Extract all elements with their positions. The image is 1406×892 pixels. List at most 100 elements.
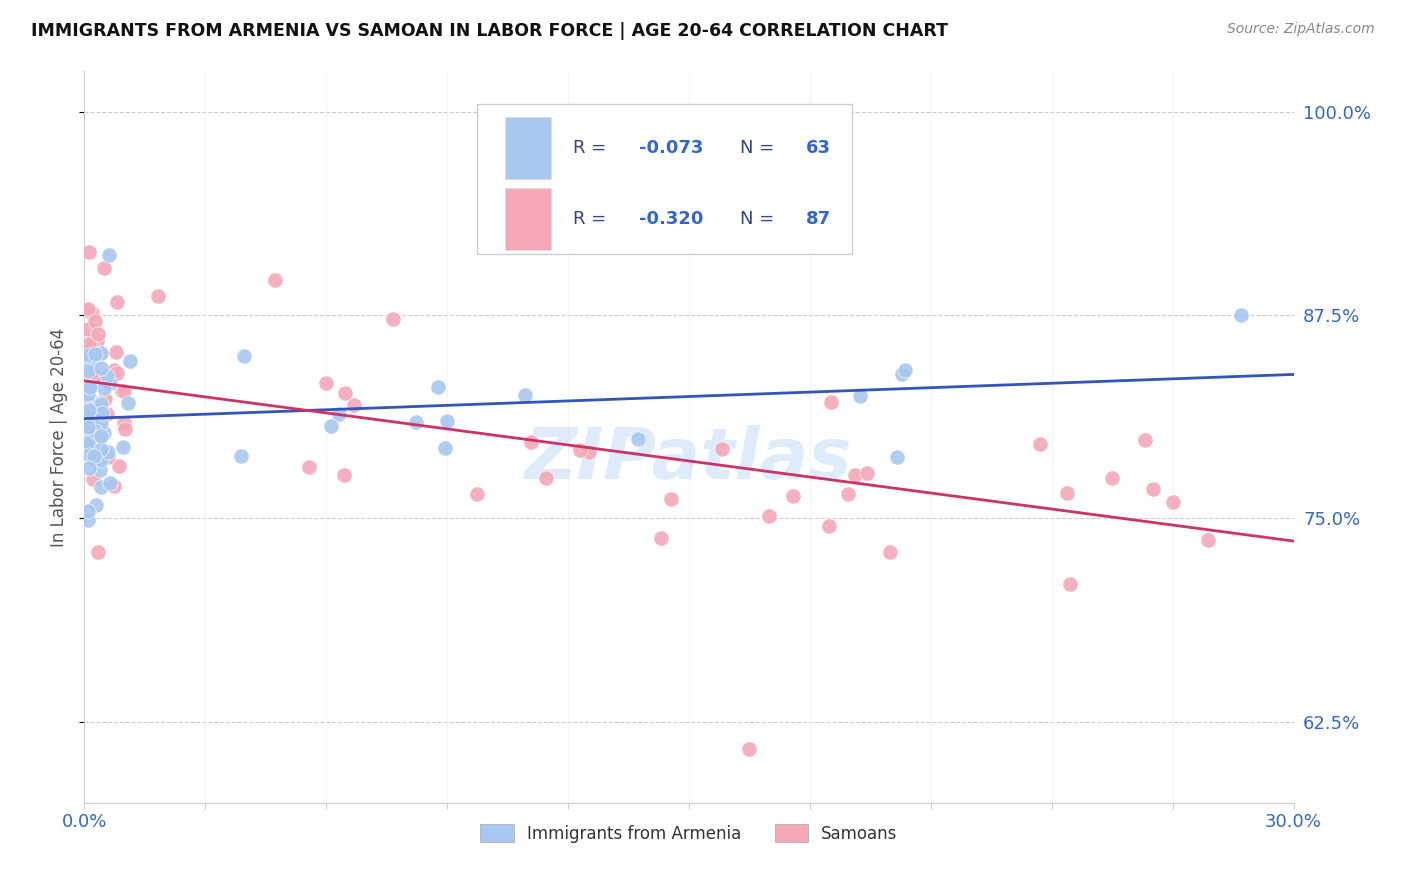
Text: 63: 63 (806, 139, 831, 157)
Point (90, 360, 112, 375)
Point (98, 476, 121, 491)
Point (93, 381, 115, 395)
Point (80, 419, 103, 434)
Point (711, 442, 734, 456)
Point (433, 441, 456, 455)
Point (820, 394, 842, 409)
Text: ZIPatlas: ZIPatlas (526, 425, 852, 493)
Point (103, 479, 125, 493)
Point (80, 306, 103, 320)
Point (405, 415, 427, 429)
Point (659, 491, 682, 506)
Point (1161, 495, 1184, 509)
Point (111, 440, 134, 454)
Legend: Immigrants from Armenia, Samoans: Immigrants from Armenia, Samoans (474, 818, 904, 849)
Point (77, 449, 100, 463)
Point (77, 343, 100, 357)
Point (879, 545, 901, 559)
Point (436, 413, 458, 427)
Point (381, 311, 404, 326)
Point (319, 419, 342, 434)
Point (1059, 576, 1081, 591)
Point (96, 368, 118, 383)
Point (90, 442, 112, 456)
Y-axis label: In Labor Force | Age 20-64: In Labor Force | Age 20-64 (51, 327, 69, 547)
Point (97, 450, 120, 464)
Point (77, 322, 100, 336)
Point (87, 544, 110, 558)
Point (79, 403, 101, 417)
Point (79, 402, 101, 417)
FancyBboxPatch shape (505, 117, 551, 179)
Point (77, 412, 100, 426)
Point (84, 314, 107, 328)
Point (97, 248, 120, 262)
Point (77, 404, 100, 418)
Point (84, 369, 107, 384)
Point (77, 348, 100, 362)
Text: Source: ZipAtlas.com: Source: ZipAtlas.com (1227, 22, 1375, 37)
Point (90, 429, 112, 443)
Point (93, 392, 115, 406)
Point (93, 425, 115, 440)
Point (886, 450, 908, 464)
Point (105, 345, 128, 359)
Point (90, 416, 112, 430)
Point (86, 499, 108, 513)
Point (108, 458, 131, 473)
Point (758, 509, 780, 524)
Point (77, 303, 100, 318)
Point (118, 354, 141, 368)
Point (426, 379, 449, 393)
Point (1230, 308, 1253, 322)
Point (335, 386, 357, 401)
Point (844, 467, 866, 482)
Point (98, 376, 121, 391)
Point (105, 367, 128, 381)
Point (1197, 533, 1219, 547)
Point (86, 334, 108, 348)
Point (1056, 485, 1078, 500)
Point (515, 388, 537, 402)
Point (77, 411, 100, 425)
Point (818, 519, 841, 533)
Point (333, 468, 356, 483)
Point (114, 384, 136, 398)
Point (565, 178, 588, 193)
Point (80, 430, 103, 444)
Point (87, 347, 110, 361)
Point (465, 487, 488, 501)
Point (79, 380, 101, 394)
Text: 87: 87 (806, 211, 831, 228)
Point (90, 429, 112, 443)
FancyBboxPatch shape (505, 188, 551, 251)
Point (77, 359, 100, 374)
Point (105, 295, 128, 310)
Point (578, 444, 600, 458)
Point (315, 376, 337, 391)
Point (77, 347, 100, 361)
Point (77, 420, 100, 434)
Point (849, 388, 872, 402)
Point (82, 365, 104, 379)
Point (79, 364, 101, 378)
Point (77, 355, 100, 369)
Point (83, 449, 105, 463)
Point (77, 441, 100, 455)
Point (79, 340, 101, 354)
Point (90, 397, 112, 411)
Text: R =: R = (572, 139, 612, 157)
Point (738, 742, 761, 756)
Point (83, 412, 105, 426)
Point (80, 340, 103, 354)
Point (86, 327, 108, 342)
Text: N =: N = (740, 211, 780, 228)
Point (77, 513, 100, 527)
Point (520, 434, 543, 449)
Point (77, 411, 100, 425)
Point (568, 443, 591, 458)
Point (233, 349, 256, 363)
Point (891, 368, 914, 382)
Point (77, 381, 100, 395)
Text: -0.073: -0.073 (640, 139, 704, 157)
